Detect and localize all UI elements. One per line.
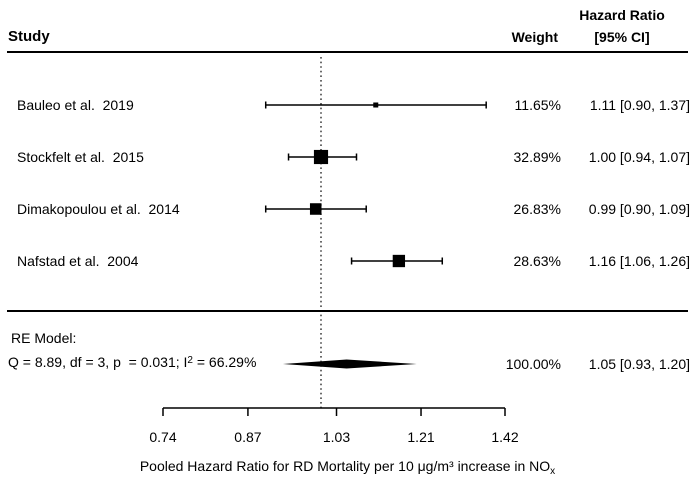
study-ci-text: 0.99 [0.90, 1.09] bbox=[588, 201, 690, 217]
point-estimate bbox=[373, 102, 379, 108]
study-weight: 26.83% bbox=[513, 201, 561, 217]
point-estimate bbox=[392, 254, 406, 268]
study-ci-text: 1.11 [0.90, 1.37] bbox=[589, 97, 690, 113]
re-model-stats: Q = 8.89, df = 3, p = 0.031; I2 = 66.29% bbox=[8, 354, 257, 370]
column-header-95ci: [95% CI] bbox=[594, 29, 650, 45]
study-label: Dimakopoulou et al. 2014 bbox=[17, 201, 180, 217]
summary-ci-text: 1.05 [0.93, 1.20] bbox=[588, 356, 690, 372]
study-weight: 32.89% bbox=[513, 149, 561, 165]
axis-tick-label: 1.03 bbox=[323, 429, 350, 445]
study-weight: 28.63% bbox=[513, 253, 561, 269]
x-axis-title: Pooled Hazard Ratio for RD Mortality per… bbox=[139, 458, 556, 477]
summary-divider bbox=[7, 310, 688, 312]
point-estimate bbox=[309, 203, 322, 215]
point-estimate bbox=[313, 149, 329, 165]
column-header-hazard-ratio: Hazard Ratio bbox=[579, 7, 665, 23]
study-ci-text: 1.00 [0.94, 1.07] bbox=[588, 149, 690, 165]
header-divider bbox=[7, 51, 688, 53]
column-header-study: Study bbox=[8, 28, 50, 45]
summary-weight: 100.00% bbox=[505, 356, 561, 372]
column-header-weight: Weight bbox=[511, 29, 558, 45]
summary-diamond bbox=[282, 359, 417, 369]
i-squared-superscript: 2 bbox=[187, 355, 193, 366]
axis-tick-label: 1.42 bbox=[491, 429, 518, 445]
study-label: Stockfelt et al. 2015 bbox=[17, 149, 144, 165]
axis-tick-label: 0.74 bbox=[149, 429, 176, 445]
study-label: Nafstad et al. 2004 bbox=[17, 253, 139, 269]
nox-subscript: x bbox=[550, 466, 556, 477]
study-label: Bauleo et al. 2019 bbox=[17, 97, 134, 113]
study-ci-text: 1.16 [1.06, 1.26] bbox=[588, 253, 690, 269]
axis-tick-label: 1.21 bbox=[407, 429, 434, 445]
axis-tick-label: 0.87 bbox=[234, 429, 261, 445]
study-weight: 11.65% bbox=[514, 97, 561, 113]
re-model-label: RE Model: bbox=[11, 330, 77, 346]
